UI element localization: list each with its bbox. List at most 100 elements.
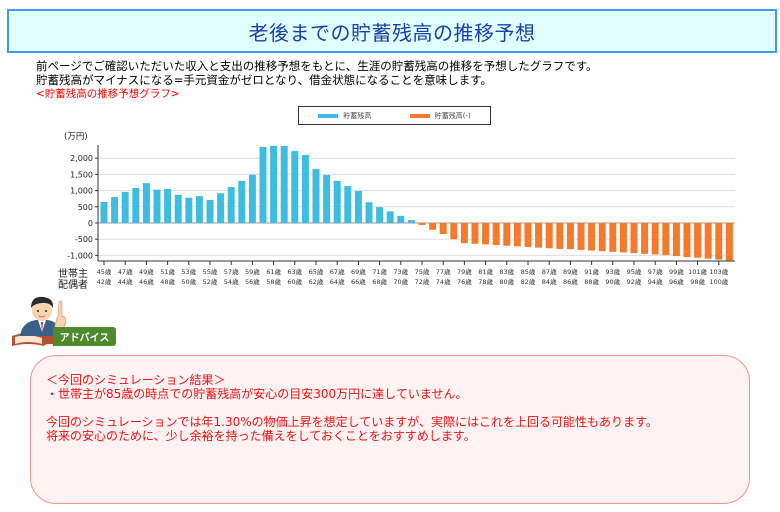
bar-positive	[301, 154, 309, 223]
svg-text:1,000: 1,000	[70, 187, 93, 196]
x-tick-label-head: 71歳	[372, 268, 387, 276]
bar-negative	[609, 223, 617, 252]
legend-label-positive: 貯蓄残高	[343, 111, 372, 120]
x-tick-label-head: 51歳	[160, 268, 175, 276]
bar-positive	[280, 145, 288, 223]
bar-positive	[354, 190, 362, 223]
x-tick-label-head: 85歳	[520, 268, 536, 276]
x-tick-label-spouse: 84歳	[541, 278, 557, 286]
x-tick-label-head: 63歳	[287, 268, 303, 276]
y-axis-unit: (万円)	[64, 132, 88, 142]
x-tick-label-spouse: 96歳	[669, 278, 684, 286]
bar-negative	[460, 223, 468, 244]
bar-positive	[238, 180, 246, 223]
intro-line-1: 前ページでご確認いただいた収入と支出の推移予想をもとに、生涯の貯蓄残高の推移を予…	[36, 59, 598, 73]
bar-positive	[333, 180, 341, 223]
x-tick-label-spouse: 42歳	[96, 278, 112, 286]
bar-negative	[672, 223, 680, 257]
x-tick-label-spouse: 54歳	[223, 278, 239, 286]
x-tick-label-spouse: 50歳	[181, 278, 197, 286]
x-tick-label-spouse: 98歳	[690, 278, 705, 286]
bar-negative	[482, 223, 490, 245]
bar-positive	[323, 175, 331, 223]
x-tick-label-spouse: 100歳	[709, 278, 729, 286]
bar-negative	[471, 223, 479, 244]
bar-positive	[174, 194, 182, 223]
x-tick-label-head: 89歳	[563, 268, 578, 276]
x-tick-label-spouse: 44歳	[117, 278, 133, 286]
result-line: ・世帯主が85歳の時点での貯蓄残高が安心の目安300万円に達していません。	[46, 387, 468, 401]
bar-negative	[418, 223, 426, 225]
bar-negative	[429, 223, 437, 230]
bar-negative	[450, 223, 458, 240]
x-tick-label-head: 79歳	[457, 268, 472, 276]
bar-positive	[365, 202, 373, 223]
svg-text:1,500: 1,500	[70, 170, 93, 179]
bar-positive	[386, 211, 394, 223]
x-tick-label-spouse: 52歳	[202, 278, 218, 286]
bar-positive	[312, 168, 320, 223]
x-tick-label-spouse: 60歳	[287, 278, 303, 286]
page-title-box: 老後までの貯蓄残高の推移予想	[7, 9, 777, 53]
bar-positive	[344, 186, 352, 223]
x-tick-label-spouse: 46歳	[139, 278, 154, 286]
svg-text:0: 0	[88, 219, 93, 228]
x-axis-row-label-head: 世帯主	[58, 269, 88, 280]
x-tick-label-spouse: 70歳	[393, 278, 409, 286]
x-tick-label-head: 65歳	[308, 268, 324, 276]
x-tick-label-head: 57歳	[223, 268, 239, 276]
bar-negative	[619, 223, 627, 253]
bar-positive	[195, 196, 203, 223]
x-axis-row-label-spouse: 配偶者	[58, 280, 88, 291]
bar-negative	[577, 223, 585, 250]
bar-negative	[535, 223, 543, 248]
x-tick-label-head: 81歳	[478, 268, 493, 276]
bar-positive	[270, 145, 278, 223]
x-tick-label-spouse: 68歳	[372, 278, 387, 286]
x-tick-label-head: 101歳	[688, 268, 708, 276]
x-tick-label-spouse: 88歳	[584, 278, 599, 286]
bar-positive	[291, 151, 299, 223]
savings-bar-chart: -1,000 -500 0 500 1,000 1,500 2,000	[67, 145, 735, 265]
bar-negative	[588, 223, 596, 251]
x-tick-label-spouse: 80歳	[499, 278, 515, 286]
x-tick-label-spouse: 86歳	[563, 278, 578, 286]
x-tick-label-head: 95歳	[626, 268, 642, 276]
bar-negative	[545, 223, 553, 249]
x-tick-label-head: 97歳	[647, 268, 663, 276]
bar-positive	[376, 207, 384, 223]
bar-negative	[524, 223, 532, 247]
bar-positive	[206, 199, 214, 223]
bar-positive	[397, 215, 405, 223]
bar-negative	[683, 223, 691, 258]
x-tick-label-head: 53歳	[181, 268, 197, 276]
legend-label-negative: 貯蓄残高(-)	[434, 111, 471, 120]
x-tick-label-head: 83歳	[499, 268, 515, 276]
bar-positive	[407, 220, 415, 223]
x-tick-label-head: 77歳	[435, 268, 451, 276]
x-tick-label-head: 73歳	[393, 268, 409, 276]
x-tick-label-head: 47歳	[117, 268, 133, 276]
bar-positive	[217, 193, 225, 223]
note-line-2: 将来の安心のために、少し余裕を持った備えをしておくことをおすすめします。	[46, 429, 476, 443]
note-line-1: 今回のシミュレーションでは年1.30%の物価上昇を想定していますが、実際にはこれ…	[46, 415, 658, 429]
legend-swatch-negative	[409, 113, 430, 118]
x-tick-label-head: 91歳	[584, 268, 599, 276]
x-tick-label-spouse: 56歳	[245, 278, 260, 286]
advice-text: ＜今回のシミュレーション結果＞ ・世帯主が85歳の時点での貯蓄残高が安心の目安3…	[46, 373, 658, 443]
svg-text:500: 500	[78, 203, 93, 212]
x-tick-label-spouse: 78歳	[478, 278, 493, 286]
page-title: 老後までの貯蓄残高の推移予想	[248, 20, 536, 45]
legend-item-negative: 貯蓄残高(-)	[409, 111, 471, 121]
x-tick-label-head: 103歳	[709, 268, 729, 276]
result-heading: ＜今回のシミュレーション結果＞	[46, 373, 226, 387]
x-tick-label-head: 67歳	[329, 268, 345, 276]
x-tick-label-spouse: 94歳	[647, 278, 663, 286]
bar-negative	[556, 223, 564, 249]
x-tick-label-spouse: 62歳	[308, 278, 324, 286]
bar-positive	[153, 189, 161, 223]
bar-positive	[132, 188, 140, 223]
bar-negative	[694, 223, 702, 258]
x-tick-label-spouse: 72歳	[414, 278, 430, 286]
chart-legend: 貯蓄残高 貯蓄残高(-)	[298, 106, 491, 125]
